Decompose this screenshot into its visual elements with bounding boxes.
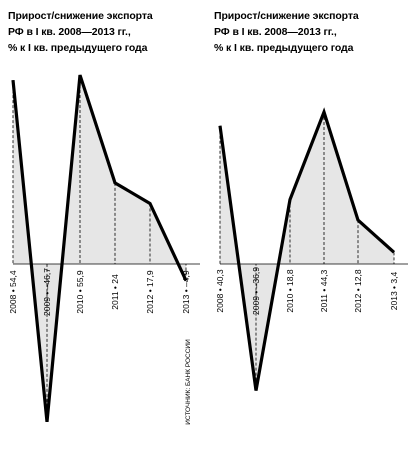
area-fill xyxy=(220,112,394,391)
source-note: ИСТОЧНИК: БАНК РОССИИ xyxy=(185,339,192,425)
data-label-2013: 2013 • –4,9 xyxy=(181,270,191,313)
chart-title: Прирост/снижение экспорта РФ в I кв. 200… xyxy=(8,8,153,56)
chart-title-line-2: РФ в I кв. 2008—2013 гг., xyxy=(8,26,131,38)
data-label-2009: 2009 • –46,7 xyxy=(42,268,52,316)
area-fill xyxy=(13,75,186,422)
chart-panel-left: Прирост/снижение экспорта РФ в I кв. 200… xyxy=(8,8,200,425)
data-label-2012: 2012 • 12,8 xyxy=(353,269,363,312)
data-label-2013: 2013 • 3,4 xyxy=(389,272,399,311)
series-line xyxy=(11,74,188,423)
data-label-2011: 2011 • 24 xyxy=(110,274,120,310)
data-label-2008: 2008 • 54,4 xyxy=(8,270,18,313)
data-label-2012: 2012 • 17,9 xyxy=(145,270,155,313)
chart-title-line-3: % к I кв. предыдущего года xyxy=(8,42,148,54)
area-chart-right: 2008 • 40,3 2009 • –36,9 2010 • 18,8 2011 •… xyxy=(215,107,408,391)
data-label-2010: 2010 • 18,8 xyxy=(285,269,295,312)
series-line xyxy=(218,107,396,391)
area-chart-left: 2008 • 54,4 2009 • –46,7 2010 • 55,9 2011 •… xyxy=(8,74,200,425)
data-label-2009: 2009 • –36,9 xyxy=(251,267,261,315)
chart-title-line-1: Прирост/снижение экспорта xyxy=(8,10,153,22)
data-label-2008: 2008 • 40,3 xyxy=(215,269,225,312)
chart-panel-right: Прирост/снижение экспорта РФ в I кв. 200… xyxy=(206,0,409,451)
chart-title-line-2: РФ в I кв. 2008—2013 гг., xyxy=(214,26,337,38)
data-label-2010: 2010 • 55,9 xyxy=(75,270,85,313)
chart-title-line-3: % к I кв. предыдущего года xyxy=(214,42,354,54)
data-label-2011: 2011 • 44,3 xyxy=(319,269,329,312)
chart-title: Прирост/снижение экспорта РФ в I кв. 200… xyxy=(214,8,359,56)
chart-title-line-1: Прирост/снижение экспорта xyxy=(214,10,359,22)
